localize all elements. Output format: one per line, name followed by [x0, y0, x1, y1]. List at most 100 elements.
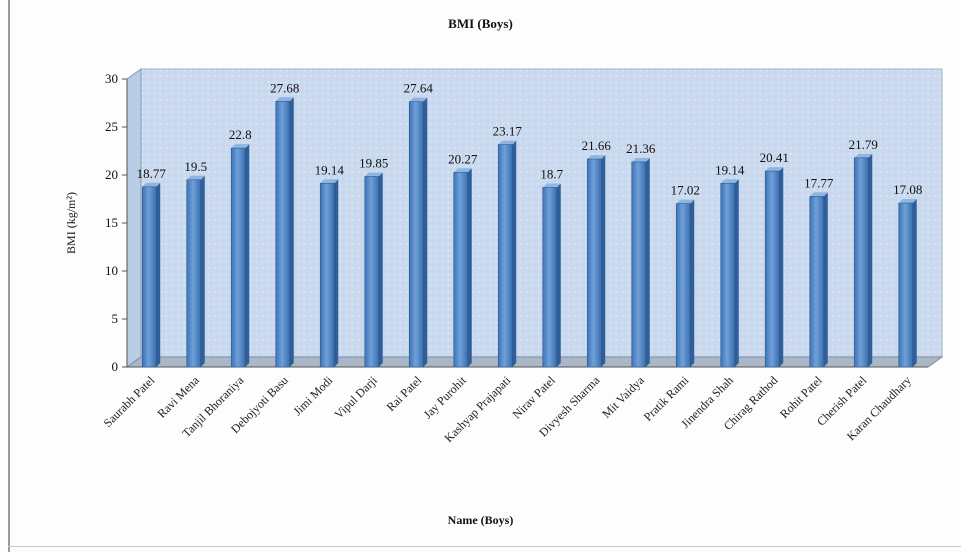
data-label: 20.41 — [760, 150, 789, 165]
bar — [497, 140, 517, 368]
bar-top — [186, 175, 205, 180]
data-label: 18.77 — [137, 166, 167, 181]
data-label: 23.17 — [493, 124, 523, 139]
chart-side-wall — [126, 68, 142, 368]
bar-front — [497, 144, 513, 368]
bar-side — [912, 199, 917, 367]
data-label: 20.27 — [448, 151, 478, 166]
bar-front — [453, 172, 469, 368]
bar-front — [898, 202, 914, 368]
bar-front — [319, 182, 335, 368]
bar-front — [364, 176, 380, 368]
y-tick-label: 25 — [105, 119, 118, 134]
bar-front — [809, 196, 825, 368]
data-label: 21.66 — [582, 138, 612, 153]
bar-side — [423, 97, 428, 367]
y-tick-label: 20 — [105, 167, 118, 182]
y-tick-label: 10 — [105, 263, 118, 278]
left-border — [8, 0, 10, 552]
bar-side — [868, 153, 873, 367]
data-label: 18.7 — [540, 166, 563, 181]
bar-side — [200, 175, 205, 367]
bar — [230, 144, 250, 368]
bar — [720, 179, 739, 368]
bar-top — [409, 97, 428, 102]
data-label: 21.36 — [626, 141, 656, 156]
bar-top — [765, 167, 784, 172]
chart-title: BMI (Boys) — [448, 16, 513, 31]
bar-side — [556, 183, 561, 367]
bar-side — [334, 179, 339, 367]
bar-front — [141, 186, 157, 368]
bar — [408, 97, 428, 368]
bar — [275, 97, 294, 368]
bar-top — [453, 168, 472, 173]
bar-front — [720, 182, 736, 368]
data-label: 17.08 — [893, 182, 922, 197]
bar-side — [156, 182, 161, 367]
bar — [319, 179, 339, 368]
bar-side — [601, 155, 606, 367]
bar-side — [734, 179, 739, 367]
bar — [364, 172, 383, 368]
bar — [542, 183, 561, 368]
bar-side — [823, 192, 828, 367]
data-label: 19.85 — [359, 155, 388, 170]
bar-front — [675, 203, 691, 368]
y-axis-title: BMI (kg/m²) — [64, 192, 78, 254]
bar-side — [378, 172, 383, 367]
bar — [631, 157, 650, 368]
bar-top — [364, 172, 383, 177]
bar-side — [645, 157, 650, 367]
bar-front — [275, 100, 291, 368]
bar — [898, 199, 917, 368]
x-axis-title: Name (Boys) — [447, 513, 514, 527]
bar-side — [289, 97, 294, 367]
data-label: 27.64 — [404, 81, 434, 96]
data-label: 21.79 — [849, 137, 878, 152]
category-label: Jimi Modi — [290, 373, 335, 418]
bar-top — [587, 155, 606, 160]
data-label: 19.5 — [184, 159, 207, 174]
bar-top — [320, 179, 339, 184]
bar-top — [142, 182, 161, 187]
bar-top — [854, 153, 873, 158]
bar-front — [631, 161, 647, 368]
bar-top — [542, 183, 561, 188]
bar-top — [231, 144, 250, 149]
data-label: 17.77 — [804, 175, 834, 190]
bar — [853, 153, 873, 368]
bar-front — [186, 179, 202, 368]
bar — [141, 182, 161, 368]
category-label: Vipul Darji — [332, 373, 381, 422]
bar — [809, 192, 828, 368]
data-label: 19.14 — [315, 162, 345, 177]
bar-side — [690, 199, 695, 367]
bar-side — [467, 168, 472, 367]
bar-side — [245, 144, 250, 367]
bar — [186, 175, 205, 368]
bar-front — [408, 101, 424, 368]
bar-front — [853, 157, 869, 368]
bar-top — [498, 140, 517, 145]
category-label: Rai Patel — [384, 373, 425, 414]
bar — [453, 168, 472, 368]
bar-front — [230, 147, 246, 368]
bar-top — [676, 199, 695, 204]
bar-front — [764, 170, 780, 368]
y-tick-label: 5 — [112, 311, 119, 326]
bar — [586, 155, 606, 368]
bar-side — [512, 140, 517, 367]
bar-top — [275, 97, 294, 102]
y-tick-label: 15 — [105, 215, 118, 230]
data-label: 22.8 — [229, 127, 252, 142]
bar-top — [631, 157, 650, 162]
y-tick-label: 0 — [112, 359, 119, 374]
bar-top — [720, 179, 739, 184]
data-label: 17.02 — [671, 183, 700, 198]
data-label: 19.14 — [715, 162, 745, 177]
bottom-border — [8, 546, 961, 547]
bar-front — [586, 158, 602, 368]
